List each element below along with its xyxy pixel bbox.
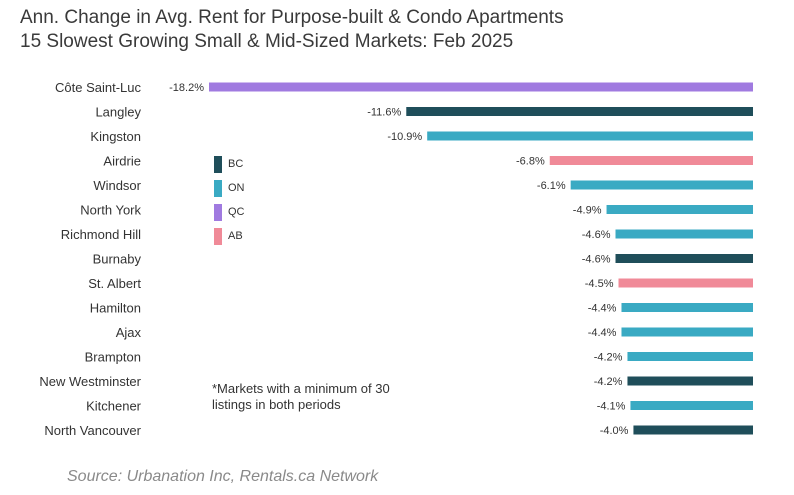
category-label-langley: Langley xyxy=(95,105,141,120)
value-label-ajax: -4.4% xyxy=(588,327,617,339)
value-label-st-albert: -4.5% xyxy=(585,278,614,290)
bar-langley xyxy=(406,107,753,116)
legend-swatch-on xyxy=(214,180,222,197)
legend-label-qc: QC xyxy=(228,206,245,218)
category-label-c-te-saint-luc: Côte Saint-Luc xyxy=(55,80,141,95)
bar-burnaby xyxy=(615,254,753,263)
bar-st-albert xyxy=(618,278,753,288)
value-label-brampton: -4.2% xyxy=(594,352,623,364)
legend-label-bc: BC xyxy=(228,158,243,170)
bar-kitchener xyxy=(630,401,753,410)
value-label-windsor: -6.1% xyxy=(537,180,566,192)
category-label-airdrie: Airdrie xyxy=(103,154,141,169)
chart-subtitle: 15 Slowest Growing Small & Mid-Sized Mar… xyxy=(20,31,514,52)
bar-richmond-hill xyxy=(615,229,753,239)
category-label-hamilton: Hamilton xyxy=(90,301,141,316)
value-label-kitchener: -4.1% xyxy=(597,401,626,413)
legend-label-on: ON xyxy=(228,182,245,194)
category-label-st-albert: St. Albert xyxy=(88,276,141,291)
value-label-langley: -11.6% xyxy=(367,107,401,119)
legend-swatch-qc xyxy=(214,204,222,221)
bar-new-westminster xyxy=(627,376,753,386)
bar-c-te-saint-luc xyxy=(209,82,753,92)
bar-north-york xyxy=(606,205,753,214)
value-label-kingston: -10.9% xyxy=(387,131,422,143)
bar-north-vancouver xyxy=(633,425,753,435)
category-label-kingston: Kingston xyxy=(90,129,141,144)
chart-title: Ann. Change in Avg. Rent for Purpose-bui… xyxy=(20,7,564,28)
value-label-hamilton: -4.4% xyxy=(588,303,617,315)
category-label-ajax: Ajax xyxy=(116,325,142,340)
value-label-burnaby: -4.6% xyxy=(582,254,611,266)
annotation-line-2: listings in both periods xyxy=(212,397,341,412)
bar-brampton xyxy=(627,352,753,361)
value-label-richmond-hill: -4.6% xyxy=(582,229,611,241)
legend-label-ab: AB xyxy=(228,230,243,242)
category-label-richmond-hill: Richmond Hill xyxy=(61,227,141,242)
category-label-brampton: Brampton xyxy=(85,350,141,365)
annotation-line-1: *Markets with a minimum of 30 xyxy=(212,381,390,396)
value-label-airdrie: -6.8% xyxy=(516,156,545,168)
value-label-north-vancouver: -4.0% xyxy=(600,425,629,437)
value-label-new-westminster: -4.2% xyxy=(594,376,623,388)
bar-kingston xyxy=(427,131,753,141)
category-label-north-vancouver: North Vancouver xyxy=(44,423,141,438)
category-label-north-york: North York xyxy=(80,203,141,218)
bar-airdrie xyxy=(549,156,753,165)
value-label-north-york: -4.9% xyxy=(573,205,602,217)
legend-swatch-bc xyxy=(214,156,222,173)
category-label-burnaby: Burnaby xyxy=(93,252,142,267)
category-label-new-westminster: New Westminster xyxy=(39,374,141,389)
bar-hamilton xyxy=(621,303,753,312)
category-label-windsor: Windsor xyxy=(93,178,141,193)
category-label-kitchener: Kitchener xyxy=(86,399,142,414)
legend-swatch-ab xyxy=(214,228,222,245)
bar-windsor xyxy=(570,180,753,190)
chart-title-block: Ann. Change in Avg. Rent for Purpose-bui… xyxy=(20,6,780,54)
bar-ajax xyxy=(621,327,753,337)
value-label-c-te-saint-luc: -18.2% xyxy=(169,82,204,94)
source-note: Source: Urbanation Inc, Rentals.ca Netwo… xyxy=(67,468,379,485)
